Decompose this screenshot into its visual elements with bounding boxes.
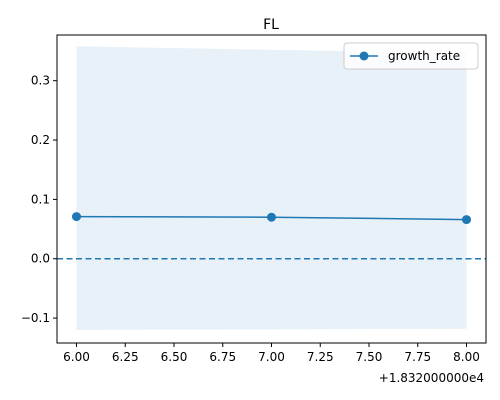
x-tick-label: 6.00 [63, 350, 90, 364]
legend-marker [359, 51, 369, 61]
y-tick-label: 0.3 [31, 74, 50, 88]
x-tick-label: 7.25 [307, 350, 334, 364]
y-tick-label: 0.2 [31, 133, 50, 147]
x-tick-label: 6.25 [112, 350, 139, 364]
data-point [72, 212, 81, 222]
x-axis: 6.00 6.25 6.50 6.75 7.00 7.25 7.50 7.75 8.00 [63, 343, 480, 364]
y-tick-label: 0.1 [31, 192, 50, 206]
x-tick-label: 7.00 [258, 350, 285, 364]
y-axis: −0.1 0.0 0.1 0.2 0.3 [21, 74, 57, 325]
chart-title: FL [263, 17, 279, 33]
x-offset-label: +1.832000000e4 [379, 371, 484, 385]
x-tick-label: 6.50 [161, 350, 188, 364]
legend: growth_rate [343, 42, 479, 70]
data-point [462, 215, 471, 225]
x-tick-label: 7.75 [404, 350, 431, 364]
legend-box [343, 42, 479, 70]
x-tick-label: 6.75 [209, 350, 236, 364]
legend-label: growth_rate [388, 49, 460, 63]
x-tick-label: 8.00 [453, 350, 480, 364]
plot-area [57, 46, 486, 330]
confidence-band [76, 46, 467, 330]
y-tick-label: −0.1 [21, 311, 50, 325]
x-tick-label: 7.50 [356, 350, 383, 364]
data-point [267, 212, 276, 222]
y-tick-label: 0.0 [31, 252, 50, 266]
